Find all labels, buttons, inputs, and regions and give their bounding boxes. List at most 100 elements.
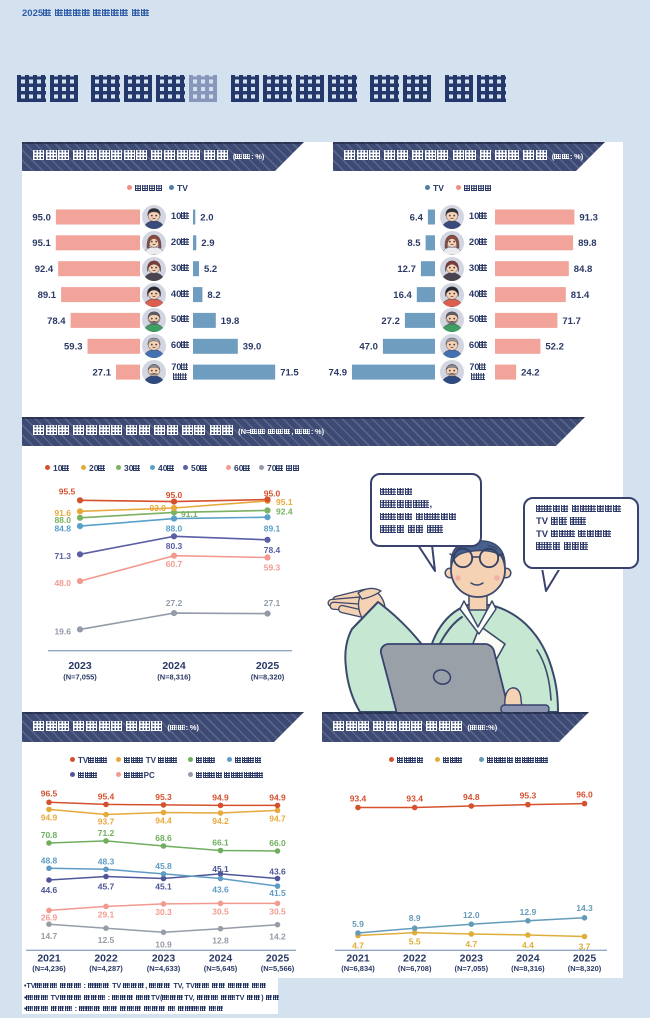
svg-text:71.3: 71.3 <box>54 551 71 561</box>
svg-text:2021: 2021 <box>346 953 370 965</box>
svg-text:(N=5,645): (N=5,645) <box>204 964 238 973</box>
svg-text:(N=6,834): (N=6,834) <box>341 964 375 973</box>
svg-text:27.2: 27.2 <box>166 598 183 608</box>
svg-text:93.4: 93.4 <box>350 794 367 804</box>
svg-text:48.0: 48.0 <box>54 578 71 588</box>
svg-text:74.9: 74.9 <box>329 368 348 379</box>
svg-text:12.9: 12.9 <box>520 907 537 917</box>
svg-text:84.8: 84.8 <box>574 264 593 275</box>
svg-text:4.7: 4.7 <box>352 941 364 951</box>
svg-text:3.7: 3.7 <box>579 942 591 952</box>
svg-text:78.4: 78.4 <box>264 545 281 555</box>
svg-text:2022: 2022 <box>94 953 118 965</box>
svg-text:95.1: 95.1 <box>32 238 51 249</box>
svg-text:70.8: 70.8 <box>41 830 58 840</box>
svg-text:16.4: 16.4 <box>393 290 412 301</box>
svg-text:8.9: 8.9 <box>409 913 421 923</box>
svg-text:93.4: 93.4 <box>406 794 423 804</box>
svg-text:(N=4,236): (N=4,236) <box>32 964 66 973</box>
svg-text:93.7: 93.7 <box>98 817 115 827</box>
svg-text:(N=4,633): (N=4,633) <box>147 964 181 973</box>
svg-text:2022: 2022 <box>403 953 427 965</box>
svg-text:8.2: 8.2 <box>207 290 220 301</box>
svg-text:12.7: 12.7 <box>397 264 416 275</box>
svg-text:71.5: 71.5 <box>280 368 299 379</box>
svg-text:89.1: 89.1 <box>264 524 281 534</box>
svg-text:47.0: 47.0 <box>359 342 378 353</box>
svg-text:71.7: 71.7 <box>562 316 581 327</box>
svg-text:94.9: 94.9 <box>212 792 229 802</box>
svg-text:94.9: 94.9 <box>269 792 286 802</box>
svg-text:2.0: 2.0 <box>200 212 213 223</box>
svg-text:66.1: 66.1 <box>212 838 229 848</box>
svg-text:5.5: 5.5 <box>409 937 421 947</box>
svg-text:2.9: 2.9 <box>201 238 214 249</box>
svg-text:6.4: 6.4 <box>410 212 424 223</box>
svg-text:2025: 2025 <box>573 953 597 965</box>
svg-text:27.1: 27.1 <box>93 368 112 379</box>
svg-text:19.6: 19.6 <box>54 627 71 637</box>
svg-text:95.4: 95.4 <box>98 791 115 801</box>
svg-text:43.6: 43.6 <box>269 867 286 877</box>
svg-text:80.3: 80.3 <box>166 541 183 551</box>
svg-text:52.2: 52.2 <box>545 342 564 353</box>
svg-text:45.1: 45.1 <box>212 864 229 874</box>
svg-text:(N=5,566): (N=5,566) <box>261 964 295 973</box>
svg-text:89.1: 89.1 <box>38 290 57 301</box>
svg-text:(N=7,055): (N=7,055) <box>455 964 489 973</box>
svg-text:78.4: 78.4 <box>47 316 66 327</box>
svg-text:91.3: 91.3 <box>579 212 598 223</box>
svg-text:66.0: 66.0 <box>269 838 286 848</box>
svg-text:8.5: 8.5 <box>407 238 421 249</box>
svg-text:4.7: 4.7 <box>465 939 477 949</box>
svg-text:2025: 2025 <box>266 953 290 965</box>
svg-text:94.9: 94.9 <box>41 812 58 822</box>
svg-text:2023: 2023 <box>460 953 484 965</box>
svg-text:12.8: 12.8 <box>212 936 229 946</box>
svg-text:30.5: 30.5 <box>212 906 229 916</box>
svg-text:2024: 2024 <box>209 953 233 965</box>
svg-text:14.7: 14.7 <box>41 931 58 941</box>
svg-text:2024: 2024 <box>162 660 186 672</box>
svg-text:95.0: 95.0 <box>264 489 281 499</box>
svg-text:95.3: 95.3 <box>520 791 537 801</box>
svg-text:27.2: 27.2 <box>381 316 400 327</box>
svg-text:19.8: 19.8 <box>221 316 240 327</box>
svg-text:94.8: 94.8 <box>463 792 480 802</box>
svg-text:12.5: 12.5 <box>98 935 115 945</box>
svg-text:43.6: 43.6 <box>212 885 229 895</box>
svg-text:29.1: 29.1 <box>98 909 115 919</box>
svg-text:95.1: 95.1 <box>276 497 293 507</box>
svg-text:2025: 2025 <box>256 660 280 672</box>
svg-text:88.0: 88.0 <box>54 515 71 525</box>
svg-text:4.4: 4.4 <box>522 940 534 950</box>
svg-text:95.5: 95.5 <box>59 487 76 497</box>
svg-text:92.4: 92.4 <box>35 264 54 275</box>
svg-text:2023: 2023 <box>68 660 92 672</box>
svg-text:(N=4,287): (N=4,287) <box>89 964 123 973</box>
svg-text:41.5: 41.5 <box>269 888 286 898</box>
svg-text:2023: 2023 <box>152 953 176 965</box>
svg-text:(N=8,320): (N=8,320) <box>251 673 285 682</box>
svg-text:81.4: 81.4 <box>571 290 590 301</box>
svg-text:5.2: 5.2 <box>204 264 217 275</box>
svg-text:68.6: 68.6 <box>155 833 172 843</box>
svg-text:2021: 2021 <box>37 953 61 965</box>
svg-text:94.2: 94.2 <box>212 816 229 826</box>
svg-text:(N=7,055): (N=7,055) <box>63 673 97 682</box>
svg-text:26.9: 26.9 <box>41 912 58 922</box>
svg-text:96.0: 96.0 <box>576 790 593 800</box>
svg-text:59.3: 59.3 <box>64 342 83 353</box>
svg-text:93.0: 93.0 <box>149 503 166 513</box>
svg-text:30.5: 30.5 <box>269 906 286 916</box>
svg-text:(N=8,320): (N=8,320) <box>568 964 602 973</box>
svg-text:84.8: 84.8 <box>54 524 71 534</box>
svg-text:44.6: 44.6 <box>41 885 58 895</box>
svg-text:92.4: 92.4 <box>276 507 293 517</box>
svg-text:59.3: 59.3 <box>264 563 281 573</box>
svg-text:94.4: 94.4 <box>155 816 172 826</box>
svg-text:95.0: 95.0 <box>32 212 51 223</box>
svg-text:(N=8,316): (N=8,316) <box>157 673 191 682</box>
svg-text:95.3: 95.3 <box>155 792 172 802</box>
svg-text:2024: 2024 <box>516 953 540 965</box>
